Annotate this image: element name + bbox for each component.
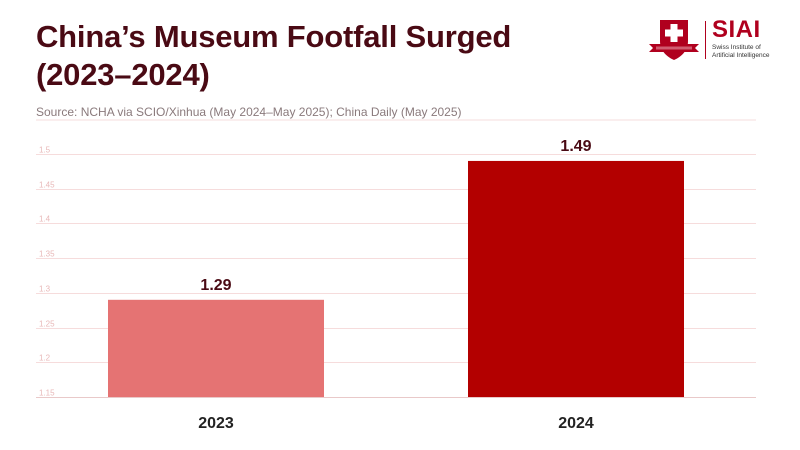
source-note: Source: NCHA via SCIO/Xinhua (May 2024–M… (36, 105, 462, 119)
value-label-2024: 1.49 (560, 138, 591, 155)
y-tick-label: 1.5 (39, 146, 51, 155)
y-tick-label: 1.45 (39, 181, 55, 190)
y-tick-label: 1.2 (39, 354, 51, 363)
y-tick-label: 1.4 (39, 215, 51, 224)
chart-title-line-1: China’s Museum Footfall Surged (36, 19, 512, 54)
bar-2024 (468, 160, 684, 397)
logo-subtitle: Swiss Institute of Artificial Intelligen… (712, 44, 782, 59)
bars (108, 160, 684, 397)
logo-divider (705, 21, 706, 59)
logo-subtitle-line-1: Swiss Institute of (712, 44, 761, 51)
shield-cross-icon (649, 20, 699, 60)
labels: 1.15 1.2 1.25 1.3 1.35 1.4 1.45 1.5 1.29 2023 1.49… (39, 138, 594, 432)
siai-logo: SIAI Swiss Institute of Artificial Intel… (648, 16, 770, 63)
chart-title-line-2: (2023–2024) (36, 57, 210, 92)
logo-name: SIAI (712, 16, 761, 43)
chart-title: China’s Museum Footfall Surged (2023–202… (36, 18, 596, 94)
y-tick-label: 1.25 (39, 320, 55, 329)
logo-subtitle-line-2: Artificial Intelligence (712, 51, 770, 59)
value-label-2023: 1.29 (200, 277, 231, 294)
y-tick-label: 1.15 (39, 389, 55, 398)
y-tick-label: 1.35 (39, 250, 55, 259)
x-tick-label-2023: 2023 (198, 415, 234, 432)
bar-2023 (108, 299, 324, 397)
x-tick-label-2024: 2024 (558, 415, 594, 432)
y-tick-label: 1.3 (39, 285, 51, 294)
